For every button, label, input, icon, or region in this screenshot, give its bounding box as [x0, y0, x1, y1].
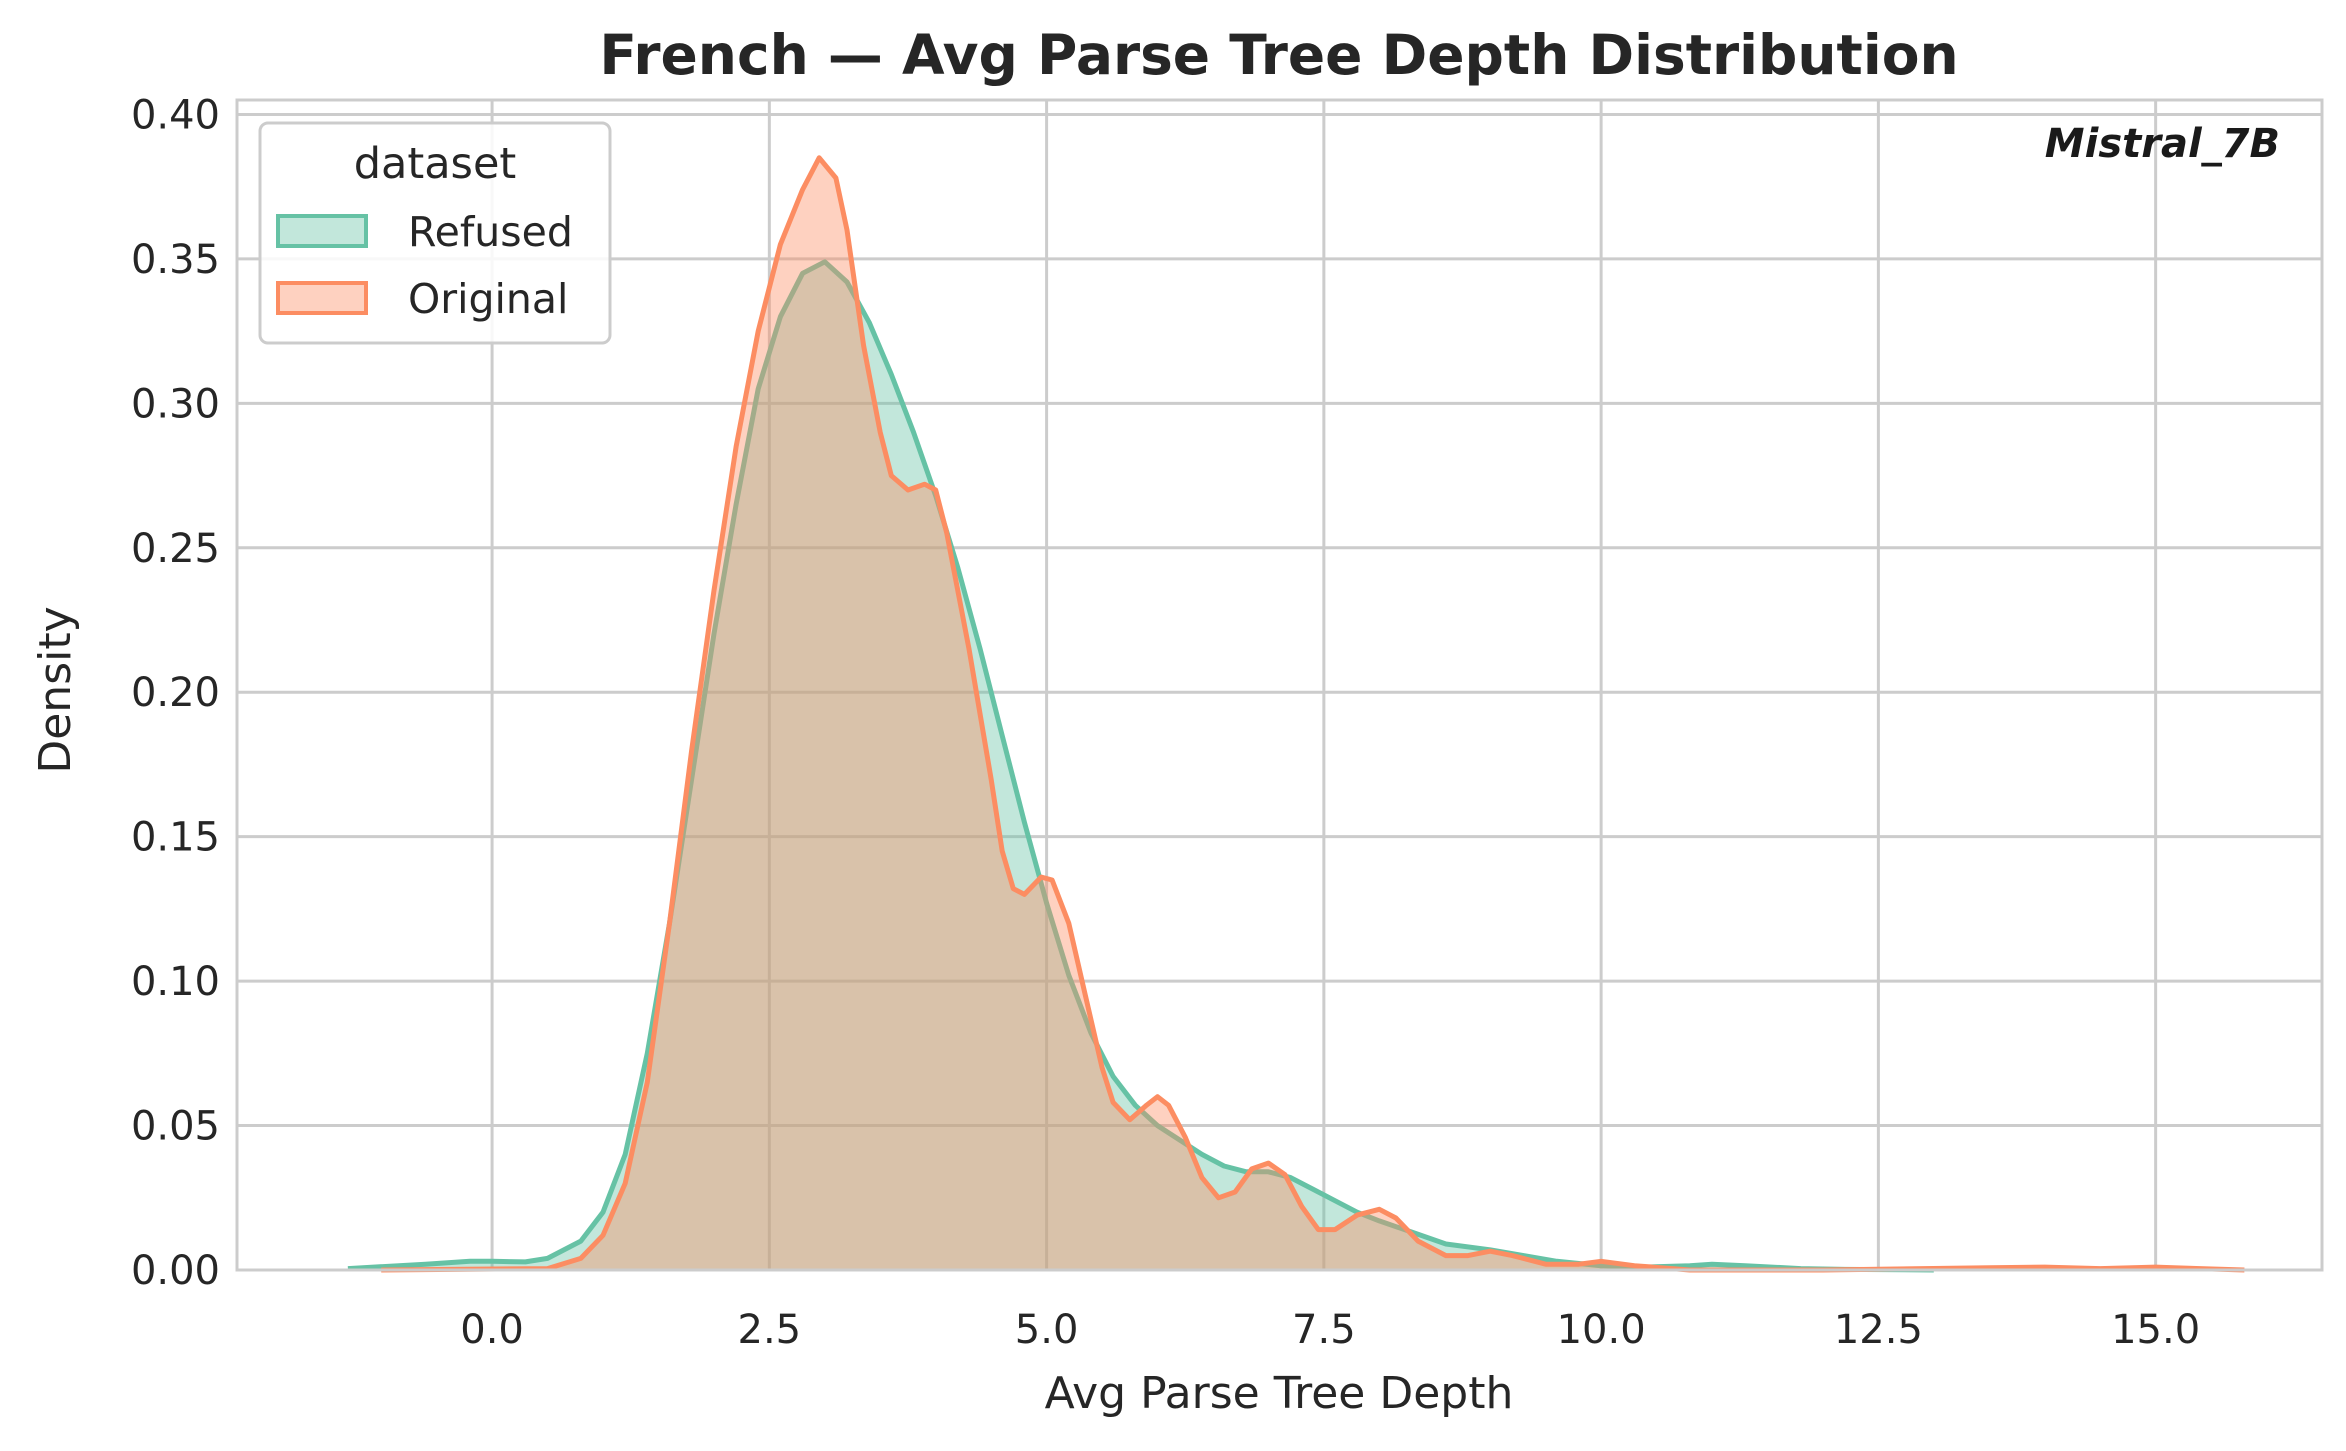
y-tick-label: 0.20 — [131, 670, 220, 716]
x-tick-label: 7.5 — [1292, 1307, 1356, 1353]
legend-label-original: Original — [408, 275, 568, 323]
legend-title: dataset — [354, 139, 517, 189]
area-refused — [347, 261, 1934, 1270]
y-axis-label: Density — [30, 606, 81, 773]
legend-frame — [258, 121, 612, 345]
ticks-layer: 0.0 2.5 5.0 7.5 10.0 12.5 15.0 0.00 0.05 0.10 0.15… — [131, 92, 2200, 1353]
legend-swatch-original — [276, 281, 368, 315]
legend-swatch-refused — [276, 214, 368, 248]
y-tick-label: 0.10 — [131, 959, 220, 1005]
y-tick-label: 0.15 — [131, 815, 220, 861]
grid-layer — [237, 100, 2322, 1272]
plot-frame — [235, 98, 2324, 1272]
x-tick-label: 0.0 — [460, 1307, 524, 1353]
x-tick-label: 12.5 — [1834, 1307, 1923, 1353]
x-tick-label: 10.0 — [1557, 1307, 1646, 1353]
y-tick-label: 0.25 — [131, 526, 220, 572]
line-original — [381, 155, 2245, 1273]
y-tick-label: 0.40 — [131, 92, 220, 138]
area-original — [381, 157, 2245, 1270]
legend: dataset Refused Original — [258, 121, 612, 345]
y-tick-label: 0.35 — [131, 237, 220, 283]
chart-title: French — Avg Parse Tree Depth Distributi… — [599, 23, 1958, 87]
y-tick-label: 0.05 — [131, 1104, 220, 1150]
model-annotation: Mistral_7B — [2045, 121, 2280, 167]
y-tick-label: 0.30 — [131, 381, 220, 427]
x-axis-label: Avg Parse Tree Depth — [1045, 1368, 1514, 1419]
x-tick-label: 5.0 — [1015, 1307, 1079, 1353]
x-tick-label: 15.0 — [2111, 1307, 2200, 1353]
x-tick-label: 2.5 — [738, 1307, 802, 1353]
y-tick-label: 0.00 — [131, 1248, 220, 1294]
series-layer — [347, 155, 2245, 1273]
legend-label-refused: Refused — [408, 208, 573, 256]
